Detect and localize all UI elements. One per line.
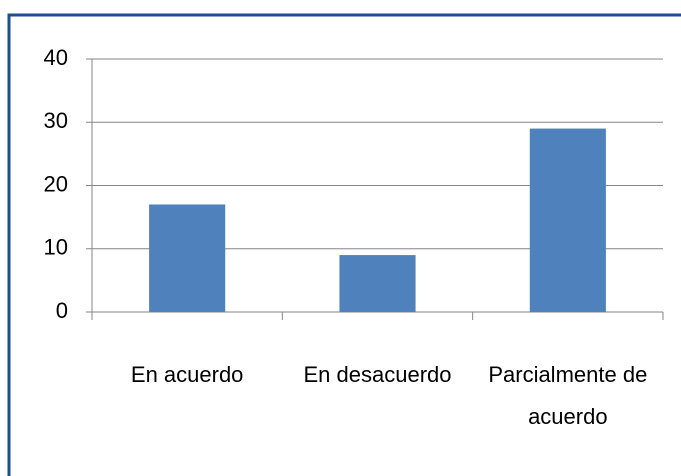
- bar: [149, 204, 226, 312]
- y-tick-label: 40: [44, 45, 68, 70]
- x-tick-label: En acuerdo: [131, 362, 244, 387]
- y-tick-label: 30: [44, 108, 68, 133]
- bar: [529, 128, 606, 312]
- y-tick-label: 10: [44, 235, 68, 260]
- y-tick-label: 20: [44, 171, 68, 196]
- bar: [339, 255, 416, 312]
- y-tick-label: 0: [56, 298, 68, 323]
- frame: [7, 13, 681, 476]
- x-tick-label: Parcialmente de acuerdo: [488, 362, 647, 429]
- x-tick-label: En desacuerdo: [304, 362, 452, 387]
